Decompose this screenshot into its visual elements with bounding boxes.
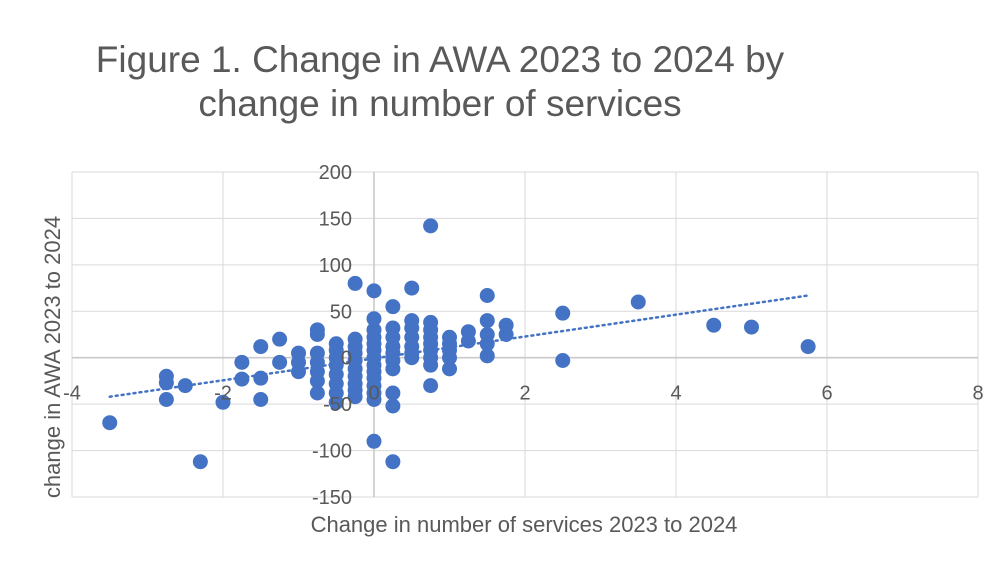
- data-point: [423, 357, 439, 373]
- data-point: [102, 415, 118, 431]
- data-point: [385, 385, 401, 401]
- y-tick-label: -50: [323, 394, 352, 416]
- y-tick-label: 150: [319, 208, 352, 230]
- data-point: [479, 288, 495, 303]
- data-point: [366, 392, 382, 407]
- y-tick-label: 200: [319, 162, 352, 184]
- x-tick-label: -4: [63, 383, 81, 405]
- chart-title: Figure 1. Change in AWA 2023 to 2024 by …: [40, 38, 840, 126]
- data-point: [366, 433, 382, 449]
- data-point: [744, 319, 759, 335]
- data-point: [385, 398, 401, 414]
- data-point: [423, 378, 439, 394]
- data-point: [347, 275, 363, 291]
- data-point: [347, 389, 363, 405]
- trendline: [108, 294, 810, 398]
- data-point: [253, 370, 269, 386]
- data-point: [442, 350, 457, 366]
- data-point: [498, 327, 514, 342]
- data-point: [555, 353, 571, 368]
- data-point: [366, 283, 382, 299]
- data-point: [309, 327, 325, 342]
- data-point: [215, 394, 231, 410]
- data-point: [253, 392, 269, 407]
- data-point: [328, 394, 344, 410]
- y-tick-label: 100: [319, 255, 352, 277]
- y-tick-label: 50: [330, 301, 352, 323]
- data-point: [177, 378, 193, 394]
- data-point: [272, 331, 288, 347]
- data-point: [272, 354, 288, 370]
- data-point: [404, 350, 420, 366]
- x-tick-label: 4: [670, 383, 681, 405]
- data-point: [192, 454, 208, 470]
- data-point: [479, 313, 495, 329]
- x-tick-label: 2: [519, 383, 530, 405]
- data-point: [366, 311, 382, 327]
- data-point: [309, 373, 325, 389]
- data-point: [555, 305, 571, 321]
- data-point: [385, 454, 401, 470]
- data-point: [800, 339, 816, 355]
- data-point: [309, 385, 325, 401]
- data-point: [253, 339, 269, 355]
- data-point: [423, 218, 439, 234]
- tick-labels: -4 -2 0 2 4 6 8 200 150 100 50 0 -50 -100 -150: [63, 162, 983, 509]
- data-point: [291, 364, 306, 380]
- data-point: [630, 294, 646, 310]
- data-point: [442, 361, 457, 377]
- x-tick-label: -2: [214, 383, 232, 405]
- x-axis-title: Change in number of services 2023 to 202…: [311, 512, 738, 537]
- grid: [71, 171, 979, 498]
- data-point: [385, 361, 401, 377]
- data-point: [460, 333, 476, 349]
- data-point: [404, 280, 420, 296]
- data-point: [479, 348, 495, 364]
- data-point: [158, 392, 174, 407]
- x-tick-label: 8: [972, 383, 983, 405]
- x-tick-label: 0: [368, 383, 379, 405]
- y-tick-label: -150: [312, 487, 352, 509]
- data-point: [385, 299, 401, 315]
- y-tick-label: -100: [312, 441, 352, 463]
- data-point: [706, 317, 722, 333]
- y-axis-title: change in AWA 2023 to 2024: [40, 216, 65, 498]
- data-point: [158, 375, 174, 391]
- data-point: [234, 354, 250, 370]
- data-points: [102, 218, 816, 470]
- data-point: [479, 336, 495, 352]
- y-tick-label: 0: [341, 348, 352, 370]
- data-point: [234, 371, 250, 387]
- chart-title-line-2: change in number of services: [198, 83, 682, 124]
- trendline-layer: [108, 294, 810, 398]
- chart-title-line-1: Figure 1. Change in AWA 2023 to 2024 by: [95, 39, 785, 80]
- x-tick-label: 6: [821, 383, 832, 405]
